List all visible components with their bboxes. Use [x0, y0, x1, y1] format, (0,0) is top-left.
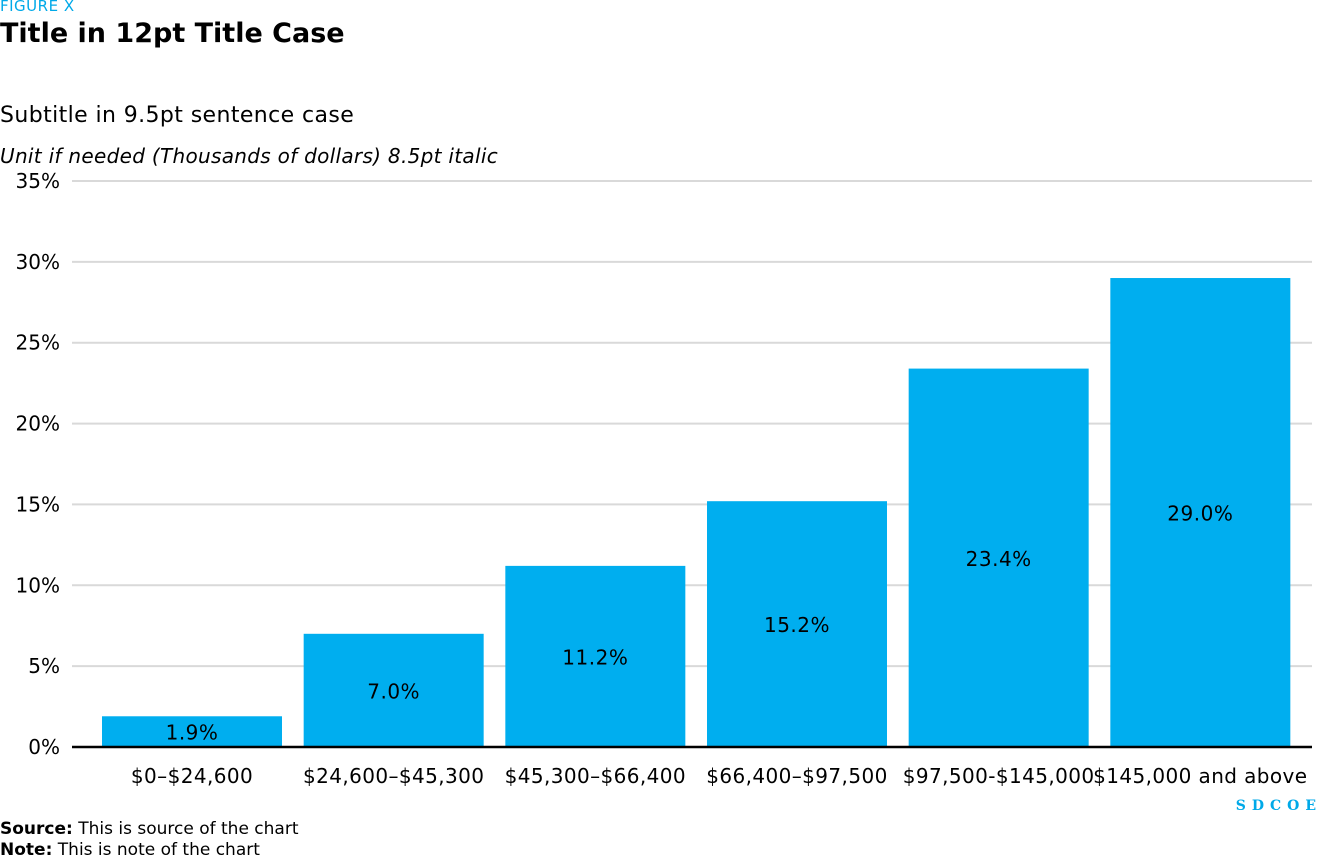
data-label: 1.9%: [166, 721, 219, 745]
bar: [303, 633, 484, 747]
bar-chart: 0% 5% 10% 15% 20% 25% 30% 35% 1.9% $0–$24,600 7.0%…: [16, 169, 1312, 788]
chart-title: Title in 12pt Title Case: [0, 18, 345, 49]
chart-note: Note: This is note of the chart: [0, 840, 260, 860]
bar: [102, 716, 282, 747]
data-label: 11.2%: [562, 645, 628, 669]
y-tick-label: 0%: [28, 735, 60, 759]
x-tick-label: $24,600–$45,300: [303, 764, 484, 788]
source-text: This is source of the chart: [72, 819, 299, 839]
sdcoe-logo: SDCOE: [1235, 798, 1322, 814]
x-tick-label: $145,000 and above: [1093, 764, 1307, 788]
x-tick-label: $66,400–$97,500: [706, 764, 887, 788]
y-tick-label: 10%: [16, 573, 60, 597]
data-label: 7.0%: [367, 679, 420, 703]
source-label: Source:: [0, 819, 73, 839]
bar: [1110, 278, 1291, 747]
data-label: 23.4%: [966, 547, 1032, 571]
x-tick-label: $0–$24,600: [131, 764, 253, 788]
figure-label: FIGURE X: [0, 0, 75, 15]
y-tick-label: 15%: [16, 492, 60, 516]
chart-unit: Unit if needed (Thousands of dollars) 8.…: [0, 144, 498, 168]
x-tick-label: $45,300–$66,400: [505, 764, 686, 788]
bar: [908, 368, 1089, 747]
bar: [707, 501, 887, 747]
y-tick-label: 30%: [16, 250, 60, 274]
data-label: 15.2%: [764, 613, 830, 637]
bar: [505, 565, 686, 747]
y-tick-label: 20%: [16, 412, 60, 436]
y-tick-label: 25%: [16, 331, 60, 355]
source-note: Source: This is source of the chart: [0, 819, 299, 839]
note-label: Note:: [0, 840, 53, 860]
y-tick-label: 5%: [28, 654, 60, 678]
x-tick-label: $97,500-$145,000: [903, 764, 1095, 788]
note-text: This is note of the chart: [52, 840, 260, 860]
data-label: 29.0%: [1167, 502, 1233, 526]
chart-subtitle: Subtitle in 9.5pt sentence case: [0, 103, 355, 128]
y-tick-label: 35%: [16, 169, 60, 193]
